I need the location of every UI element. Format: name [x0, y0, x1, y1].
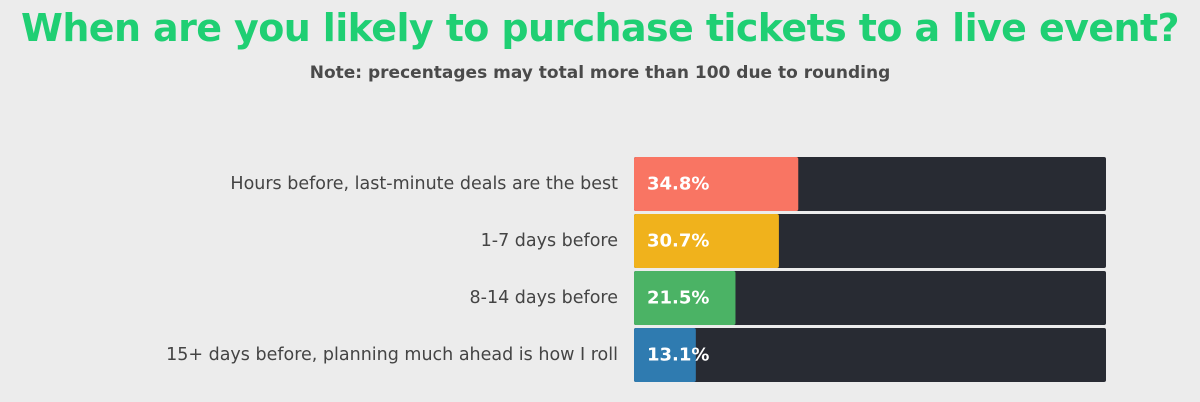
bar — [634, 214, 779, 268]
bar — [634, 328, 696, 382]
chart-subtitle: Note: precentages may total more than 10… — [309, 63, 891, 83]
category-label: 8-14 days before — [470, 288, 618, 308]
bar-row: 34.8% Hours before, last-minute deals are… — [230, 157, 1106, 211]
bar-row: 30.7% 1-7 days before — [481, 214, 1106, 268]
bar — [634, 271, 736, 325]
bar-track — [634, 328, 1106, 382]
bar-value-label: 34.8% — [647, 174, 709, 195]
bar-value-label: 13.1% — [647, 345, 709, 366]
category-label: 15+ days before, planning much ahead is … — [166, 345, 618, 365]
category-label: 1-7 days before — [481, 231, 618, 251]
bars-layer: 34.8% Hours before, last-minute deals are… — [166, 157, 1106, 382]
bar-row: 21.5% 8-14 days before — [470, 271, 1106, 325]
bar — [634, 157, 799, 211]
bar-row: 13.1% 15+ days before, planning much ahea… — [166, 328, 1106, 382]
chart-title: When are you likely to purchase tickets … — [21, 6, 1180, 50]
bar-value-label: 30.7% — [647, 231, 709, 252]
category-label: Hours before, last-minute deals are the … — [230, 174, 618, 194]
bar-track — [634, 271, 1106, 325]
bar-value-label: 21.5% — [647, 288, 709, 309]
